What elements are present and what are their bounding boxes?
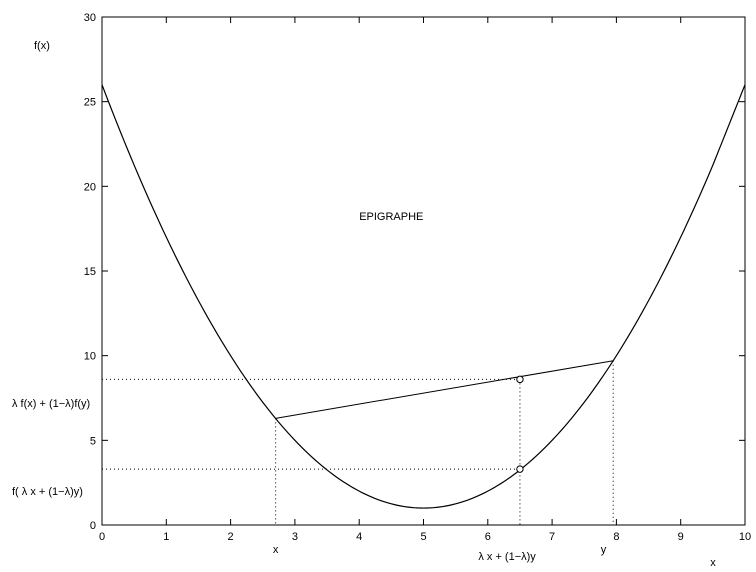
- circle-marker: [516, 465, 524, 473]
- circle-marker: [516, 375, 524, 384]
- x-tick-label: 0: [99, 531, 105, 543]
- y-tick-label: 0: [90, 520, 96, 532]
- convex-curve: [101, 84, 746, 509]
- y-tick-label: 15: [84, 266, 96, 278]
- axis-ticks: 0 1 2 3 4 5 6 7 8 9 10 0 5 10 15 20 25 30: [84, 12, 751, 543]
- plot-frame: [101, 16, 746, 526]
- y-axis-label: f(x): [34, 40, 50, 52]
- x-tick-label: 1: [163, 531, 169, 543]
- dotted-guides: [102, 360, 614, 525]
- y-tick-label: 25: [84, 97, 96, 109]
- y-point-label: y: [601, 544, 607, 556]
- chord-segment: [275, 360, 614, 419]
- x-tick-label: 2: [228, 531, 234, 543]
- x-point-label: x: [273, 544, 279, 556]
- x-tick-label: 6: [485, 531, 491, 543]
- x-axis-label: x: [710, 557, 716, 569]
- y-tick-label: 30: [84, 12, 96, 24]
- x-tick-label: 7: [549, 531, 555, 543]
- y-tick-label: 5: [90, 435, 96, 447]
- x-tick-label: 10: [739, 531, 751, 543]
- convex-combination-label: λ x + (1−λ)y: [478, 551, 536, 563]
- curve-value-label: f( λ x + (1−λ)y): [12, 486, 83, 498]
- x-tick-label: 8: [613, 531, 619, 543]
- y-tick-label: 10: [84, 351, 96, 363]
- x-tick-label: 3: [292, 531, 298, 543]
- x-tick-label: 4: [356, 531, 362, 543]
- x-tick-label: 9: [678, 531, 684, 543]
- epigraph-label: EPIGRAPHE: [359, 211, 423, 223]
- point-markers: [516, 375, 524, 473]
- x-tick-label: 5: [420, 531, 426, 543]
- y-tick-label: 20: [84, 181, 96, 193]
- chord-value-label: λ f(x) + (1−λ)f(y): [12, 398, 90, 410]
